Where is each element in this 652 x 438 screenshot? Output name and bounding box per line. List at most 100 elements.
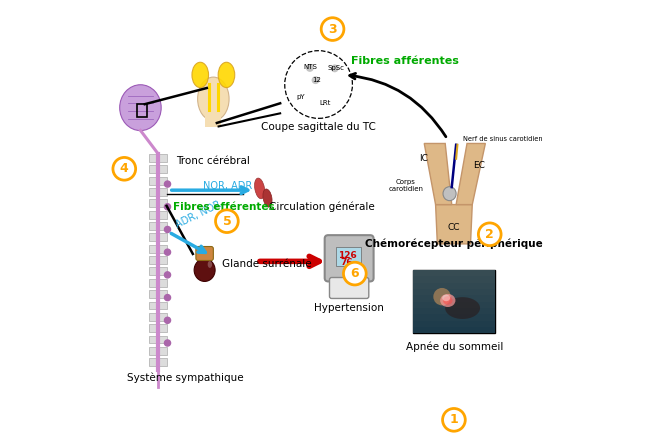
Bar xyxy=(413,270,496,333)
Circle shape xyxy=(321,18,344,40)
Text: NTS: NTS xyxy=(303,64,317,70)
Ellipse shape xyxy=(440,294,456,307)
Bar xyxy=(137,104,147,117)
Bar xyxy=(149,165,167,173)
Text: CC: CC xyxy=(448,223,460,232)
Bar xyxy=(149,324,167,332)
Ellipse shape xyxy=(194,259,215,282)
Bar xyxy=(149,233,167,241)
Ellipse shape xyxy=(263,189,272,207)
Bar xyxy=(413,283,496,289)
Bar xyxy=(336,247,361,266)
Circle shape xyxy=(164,317,171,323)
Text: 2: 2 xyxy=(485,228,494,241)
Text: IC: IC xyxy=(419,154,428,163)
Ellipse shape xyxy=(208,261,212,268)
Text: pY: pY xyxy=(297,94,305,100)
Circle shape xyxy=(331,64,338,72)
Bar xyxy=(149,268,167,276)
Text: Nerf de sinus carotidien: Nerf de sinus carotidien xyxy=(463,136,542,142)
Circle shape xyxy=(164,226,171,233)
Text: Chémorécepteur périphérique: Chémorécepteur périphérique xyxy=(365,239,543,249)
Text: NOR, ADR: NOR, ADR xyxy=(203,181,252,191)
Text: Apnée du sommeil: Apnée du sommeil xyxy=(406,341,503,352)
Bar xyxy=(149,199,167,207)
Text: Hypertension: Hypertension xyxy=(314,303,384,313)
Bar xyxy=(413,289,496,295)
Bar xyxy=(149,347,167,355)
Polygon shape xyxy=(456,144,485,205)
Text: SpSc: SpSc xyxy=(327,65,344,71)
Ellipse shape xyxy=(443,187,456,201)
Bar xyxy=(413,314,496,321)
Bar xyxy=(149,211,167,219)
Bar xyxy=(413,327,496,333)
Bar xyxy=(149,222,167,230)
Circle shape xyxy=(306,64,314,72)
Bar xyxy=(149,245,167,253)
Ellipse shape xyxy=(254,178,265,199)
Circle shape xyxy=(216,210,238,233)
Ellipse shape xyxy=(443,296,452,305)
Text: 12: 12 xyxy=(312,77,321,83)
Ellipse shape xyxy=(120,85,161,131)
Bar xyxy=(149,313,167,321)
Text: 6: 6 xyxy=(351,267,359,280)
Bar xyxy=(413,270,496,276)
Text: Système sympathique: Système sympathique xyxy=(127,373,244,383)
Ellipse shape xyxy=(218,62,235,88)
Text: 126: 126 xyxy=(338,251,357,260)
Circle shape xyxy=(164,249,171,255)
Text: Fibres efférentes: Fibres efférentes xyxy=(173,202,274,212)
Circle shape xyxy=(164,204,171,210)
Bar xyxy=(149,358,167,366)
Bar xyxy=(149,256,167,264)
Text: Fibres afférentes: Fibres afférentes xyxy=(351,56,458,66)
Text: LRt: LRt xyxy=(319,100,331,106)
Circle shape xyxy=(164,294,171,300)
Bar xyxy=(149,290,167,298)
Bar xyxy=(205,101,221,127)
Ellipse shape xyxy=(192,62,209,88)
Bar xyxy=(149,279,167,287)
Text: Corps
carotidien: Corps carotidien xyxy=(389,179,423,192)
Text: 1: 1 xyxy=(449,413,458,426)
FancyBboxPatch shape xyxy=(196,247,213,261)
Bar xyxy=(149,336,167,343)
Circle shape xyxy=(312,76,319,84)
Bar xyxy=(149,188,167,196)
Text: EC: EC xyxy=(473,161,485,170)
Text: 5: 5 xyxy=(222,215,231,228)
Bar xyxy=(413,321,496,327)
Bar xyxy=(149,154,167,162)
Text: 4: 4 xyxy=(120,162,128,175)
Circle shape xyxy=(164,340,171,346)
Text: Glande surrénale: Glande surrénale xyxy=(222,258,312,268)
Circle shape xyxy=(164,181,171,187)
Bar xyxy=(149,301,167,309)
Polygon shape xyxy=(424,144,452,205)
Circle shape xyxy=(443,409,466,431)
Polygon shape xyxy=(436,205,472,244)
Text: 76: 76 xyxy=(340,258,353,267)
FancyBboxPatch shape xyxy=(329,278,369,298)
Circle shape xyxy=(344,262,366,285)
FancyBboxPatch shape xyxy=(325,235,374,282)
Bar xyxy=(413,308,496,314)
Text: Tronc cérébral: Tronc cérébral xyxy=(177,155,250,166)
Ellipse shape xyxy=(442,295,450,301)
Bar xyxy=(413,276,496,283)
Text: ADR, NOR: ADR, NOR xyxy=(175,199,223,230)
Bar xyxy=(413,295,496,302)
Circle shape xyxy=(113,157,136,180)
Ellipse shape xyxy=(198,77,229,121)
Text: 3: 3 xyxy=(328,23,337,35)
Text: Coupe sagittale du TC: Coupe sagittale du TC xyxy=(261,122,376,132)
Bar xyxy=(413,302,496,308)
Bar xyxy=(149,177,167,184)
Circle shape xyxy=(434,288,451,305)
Circle shape xyxy=(479,223,501,246)
Ellipse shape xyxy=(445,297,480,319)
Text: Circulation générale: Circulation générale xyxy=(269,201,375,212)
Circle shape xyxy=(164,272,171,278)
